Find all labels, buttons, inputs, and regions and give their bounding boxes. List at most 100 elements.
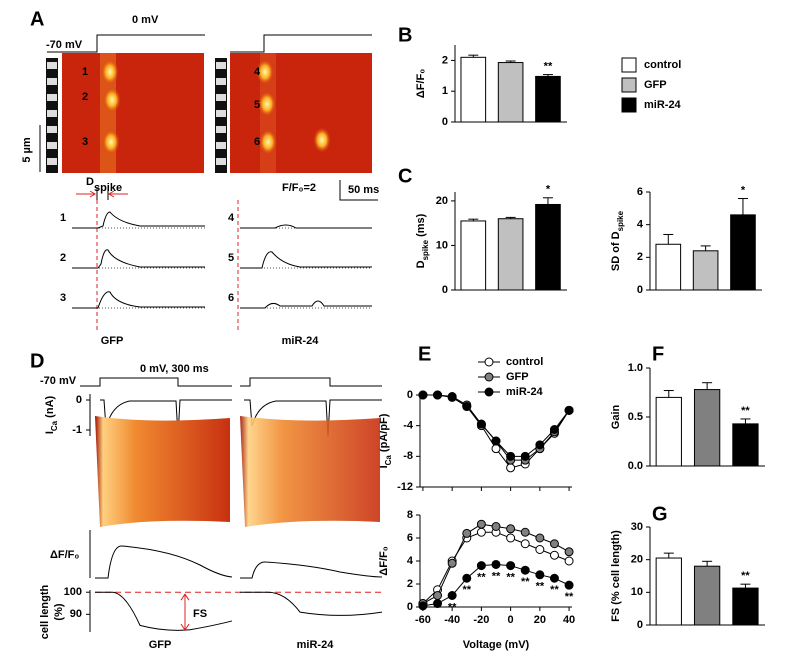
panel-letter: E <box>418 343 431 365</box>
significance: ** <box>448 601 457 613</box>
axis-label: ΔF/F₀ <box>50 549 79 561</box>
series-point <box>491 559 501 569</box>
label-part: (%) <box>53 603 65 620</box>
panel-letter: G <box>652 503 668 525</box>
linescan <box>230 53 372 173</box>
striation <box>216 110 226 117</box>
series-point <box>447 591 457 600</box>
y-tick-label: 10 <box>436 239 448 251</box>
spark <box>313 127 331 153</box>
bar <box>460 220 487 291</box>
fs-arrow <box>180 593 190 631</box>
series-point <box>418 390 428 400</box>
arrow <box>76 190 128 198</box>
legend-label: control <box>506 356 543 368</box>
x-tick-label: 0 <box>508 614 514 626</box>
series-point <box>549 539 559 549</box>
series-line <box>422 394 570 469</box>
series-point <box>433 591 443 600</box>
x-tick-label: 40 <box>563 614 575 626</box>
striation <box>47 94 57 101</box>
bar <box>497 62 524 123</box>
spike-number: 3 <box>82 136 88 148</box>
series-point <box>433 390 443 400</box>
length-trace <box>240 591 383 616</box>
x-axis-label: Voltage (mV) <box>463 639 530 651</box>
panel-letter: B <box>398 24 412 46</box>
legend-marker <box>484 387 494 397</box>
voltage-label: 0 mV <box>132 14 159 26</box>
bar <box>732 587 759 626</box>
series-point <box>506 561 516 571</box>
axis-label: ICa (pA/pF) <box>378 413 393 468</box>
significance: ** <box>565 591 574 603</box>
spike-number: 6 <box>254 136 260 148</box>
voltage-step <box>47 34 205 53</box>
trace-number: 2 <box>60 252 66 264</box>
fluorescence-trace <box>240 224 372 229</box>
striation <box>47 126 57 133</box>
label-part: SD of D <box>610 231 622 271</box>
y-tick-label: 0 <box>637 619 643 631</box>
series-point <box>520 565 530 575</box>
label-part: spike <box>616 210 625 231</box>
series-point <box>447 558 457 568</box>
label-part: I <box>44 431 56 434</box>
series-point <box>549 550 559 560</box>
spark <box>259 129 277 155</box>
y-tick-label: 8 <box>407 509 413 521</box>
series-point <box>506 533 516 543</box>
x-tick-label: -60 <box>415 614 431 626</box>
trace-number: 5 <box>228 252 234 264</box>
spike-number: 4 <box>254 66 261 78</box>
series-point <box>564 580 574 590</box>
axis-label: Dspike (ms) <box>415 213 430 268</box>
axis-label: cell length (%) <box>39 585 65 640</box>
striation <box>47 62 57 69</box>
voltage-step <box>240 377 382 387</box>
legend-marker <box>484 372 494 382</box>
x-tick-label: -40 <box>444 614 460 626</box>
y-tick-label: 30 <box>631 521 643 533</box>
bar <box>655 243 682 291</box>
bar <box>655 396 682 467</box>
axis-label: FS (% cell length) <box>610 530 622 622</box>
y-tick-label: 20 <box>436 195 448 207</box>
striation <box>47 158 57 165</box>
label-part: (nA) <box>44 395 56 420</box>
bar <box>460 56 487 123</box>
y-tick-label: 0 <box>637 284 643 296</box>
significance: ** <box>544 60 553 72</box>
label-part: ΔF/F₀ <box>415 69 427 98</box>
series-point <box>491 436 501 446</box>
bar <box>535 203 561 291</box>
series-point <box>564 547 574 557</box>
label-part: FS (% cell length) <box>610 530 622 622</box>
spark <box>102 129 120 155</box>
bar <box>732 423 759 467</box>
label-part: (ms) <box>415 213 427 240</box>
label-part: D <box>415 260 427 268</box>
label-part: (pA/pF) <box>378 413 390 455</box>
label-part: spike <box>421 239 430 260</box>
y-tick-label: -8 <box>403 450 413 462</box>
length-trace <box>95 591 233 631</box>
series-point <box>520 527 530 537</box>
spark <box>101 59 119 85</box>
series-point <box>535 440 545 450</box>
y-tick-label: 6 <box>407 532 413 544</box>
legend-label: GFP <box>644 79 667 91</box>
trace-number: 3 <box>60 292 66 304</box>
scale-bar <box>339 180 378 201</box>
voltage-step <box>80 377 232 387</box>
fluorescence-trace <box>72 249 205 269</box>
fluorescence-trace <box>240 561 383 579</box>
bar <box>692 250 719 291</box>
axis-label: ΔF/F₀ <box>378 546 390 575</box>
bar <box>497 218 524 291</box>
y-tick-label: 6 <box>637 186 643 198</box>
series-point <box>506 524 516 534</box>
series-point <box>520 539 530 549</box>
linescan <box>62 53 204 173</box>
